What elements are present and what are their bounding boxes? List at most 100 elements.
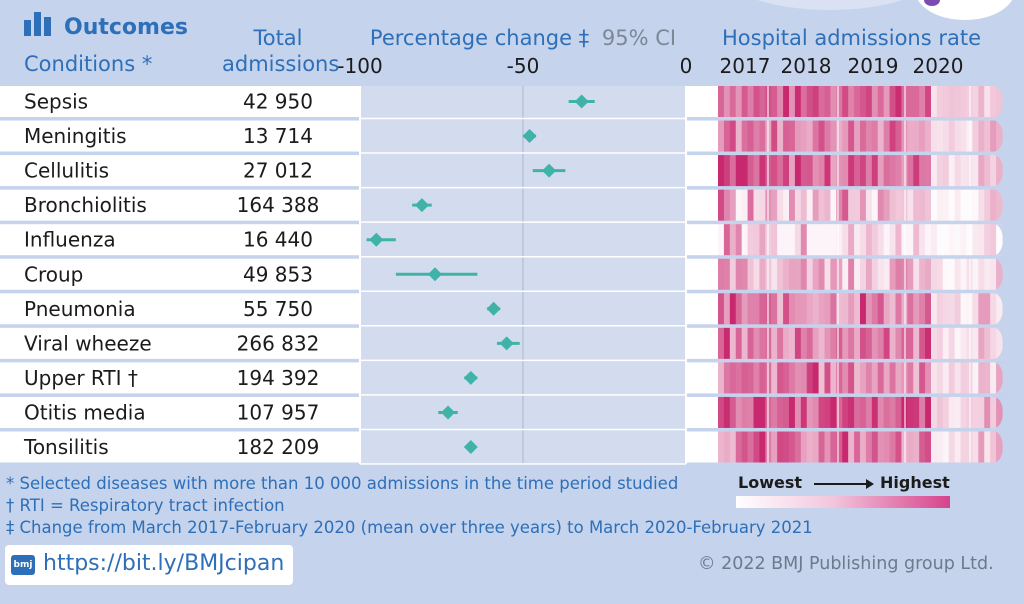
heatmap-cell — [836, 224, 843, 256]
heatmap-cell — [735, 120, 743, 152]
heatmap-cell — [729, 293, 737, 325]
heatmap-cell — [919, 293, 926, 325]
pct-change-label: Percentage change ‡ — [369, 26, 590, 50]
heatmap-cell — [889, 293, 897, 325]
heatmap-cell — [723, 155, 731, 187]
heatmap-cell — [960, 431, 968, 463]
heatmap-cell — [936, 86, 944, 117]
heatmap-cell — [777, 396, 784, 428]
row-spacer — [687, 189, 718, 221]
row-end-cap — [994, 293, 1008, 325]
heatmap-cell — [854, 258, 861, 290]
heatmap-cell — [759, 224, 766, 256]
rate-header: Hospital admissions rate — [722, 26, 981, 50]
footnote-rti: † RTI = Respiratory tract infection — [6, 496, 285, 515]
heatmap-cell — [741, 396, 749, 428]
heatmap-cell — [771, 431, 778, 463]
heatmap-cell — [753, 224, 761, 256]
row-end-cap — [994, 224, 1008, 256]
heatmap-cell — [854, 120, 861, 152]
heatmap-cell — [794, 293, 802, 325]
estimate-marker — [414, 198, 429, 213]
heatmap-cell — [842, 327, 849, 359]
row-end-cap — [994, 327, 1008, 359]
heatmap-cell — [972, 155, 979, 187]
year-label: 2017 — [720, 54, 771, 78]
heatmap-cell — [960, 155, 968, 187]
pct-change-header: Percentage change ‡ 95% CI — [356, 26, 690, 50]
heatmap-cell — [907, 362, 914, 394]
decorative-shape — [720, 0, 940, 10]
heatmap-cell — [759, 258, 766, 290]
heatmap-cell — [913, 189, 920, 221]
heatmap-cell — [895, 431, 903, 463]
heatmap-cell — [777, 293, 784, 325]
heatmap-cell — [948, 258, 956, 290]
url-link[interactable]: bmj https://bit.ly/BMJcipan — [5, 545, 293, 585]
total-admissions-value: 55 750 — [243, 297, 313, 321]
heatmap-cell — [718, 362, 725, 394]
heatmap-cell — [996, 258, 1003, 290]
heatmap-cell — [942, 155, 950, 187]
estimate-marker — [499, 336, 514, 351]
row-end-cap — [994, 120, 1008, 152]
heatmap-cell — [800, 362, 808, 394]
heatmap-cell — [783, 86, 790, 117]
heatmap-cell — [990, 189, 997, 221]
heatmap-cell — [931, 120, 938, 152]
heatmap-cell — [842, 396, 849, 428]
heatmap-cell — [871, 362, 879, 394]
heatmap-cell — [877, 362, 885, 394]
heatmap-cell — [895, 224, 903, 256]
heatmap-cell — [741, 362, 749, 394]
heatmap-cell — [936, 327, 944, 359]
heatmap-cell — [860, 258, 867, 290]
heatmap-cell — [836, 258, 843, 290]
heatmap-cell — [907, 189, 914, 221]
heatmap-cell — [972, 86, 979, 117]
heatmap-cell — [753, 155, 761, 187]
heatmap-cell — [877, 189, 885, 221]
heatmap-cell — [978, 396, 985, 428]
heatmap-cell — [729, 362, 737, 394]
heatmap-cell — [824, 189, 832, 221]
heatmap-cell — [865, 327, 873, 359]
heatmap-cell — [848, 362, 855, 394]
heatmap-cell — [860, 155, 867, 187]
heatmap-cell — [747, 431, 755, 463]
url-text[interactable]: https://bit.ly/BMJcipan — [43, 551, 285, 576]
heatmap-cell — [789, 155, 796, 187]
heatmap-cell — [753, 293, 761, 325]
row-spacer — [687, 224, 718, 256]
heatmap-cell — [747, 189, 755, 221]
heatmap-cell — [830, 120, 837, 152]
heatmap-cell — [818, 120, 826, 152]
heatmap-cell — [741, 293, 749, 325]
heatmap-cell — [984, 327, 991, 359]
heatmap-cell — [877, 431, 885, 463]
heatmap-cell — [996, 189, 1003, 221]
heatmap-cell — [771, 362, 778, 394]
heatmap-cell — [836, 293, 843, 325]
heatmap-cell — [925, 431, 932, 463]
heatmap-cell — [948, 155, 956, 187]
heatmap-cell — [759, 86, 766, 117]
heatmap-cell — [848, 155, 855, 187]
heatmap-cell — [735, 362, 743, 394]
heatmap-cell — [877, 327, 885, 359]
heatmap-cell — [718, 189, 725, 221]
heatmap-cell — [972, 189, 979, 221]
heatmap-cell — [747, 362, 755, 394]
heatmap-cell — [771, 86, 778, 117]
heatmap-cell — [824, 431, 832, 463]
condition-label: Upper RTI † — [24, 366, 138, 390]
heatmap-cell — [907, 327, 914, 359]
heatmap-cell — [996, 224, 1003, 256]
heatmap-cell — [753, 86, 761, 117]
heatmap-cell — [907, 396, 914, 428]
heatmap-cell — [842, 86, 849, 117]
heatmap-cell — [948, 327, 956, 359]
heatmap-cell — [984, 189, 991, 221]
heatmap-cell — [883, 258, 891, 290]
heatmap-cell — [972, 362, 979, 394]
